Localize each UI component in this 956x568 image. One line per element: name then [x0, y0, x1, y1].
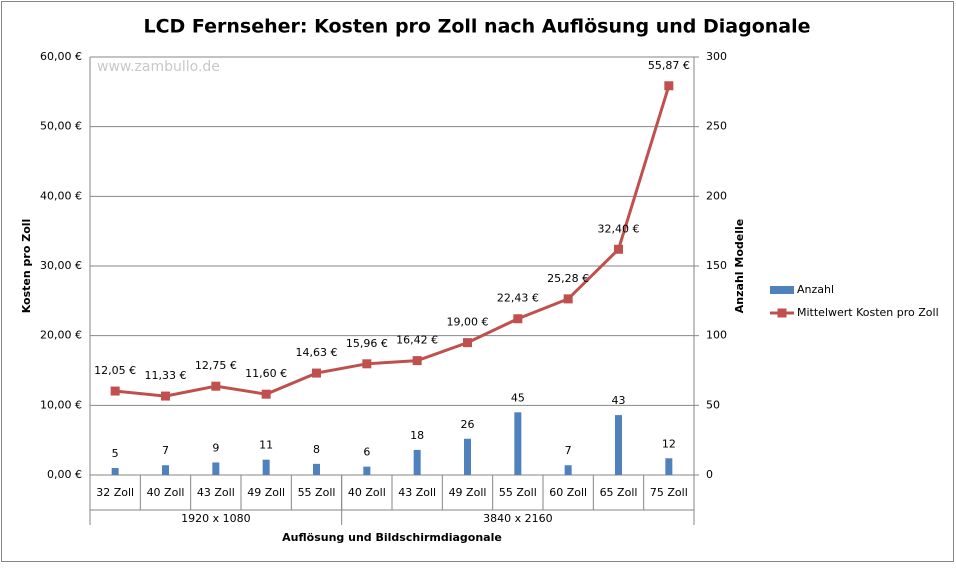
data-label: 32,40 € — [598, 222, 640, 235]
data-label: 12,75 € — [195, 359, 237, 372]
data-label: 7 — [565, 444, 572, 457]
line-marker — [563, 294, 573, 304]
data-label: 45 — [511, 391, 525, 404]
line-marker — [513, 314, 523, 324]
y2-tick-label: 50 — [706, 398, 720, 411]
data-label: 26 — [461, 418, 475, 431]
group-label: 1920 x 1080 — [181, 512, 251, 525]
x-tick-label: 40 Zoll — [147, 486, 185, 499]
data-label: 11,60 € — [245, 367, 287, 380]
data-label: 6 — [363, 446, 370, 459]
line-marker — [211, 381, 221, 391]
data-label: 8 — [313, 443, 320, 456]
bar — [262, 459, 270, 475]
y-tick-label: 20,00 € — [40, 329, 82, 342]
bar — [363, 466, 371, 475]
y-axis-title: Kosten pro Zoll — [20, 219, 33, 314]
y-tick-label: 50,00 € — [40, 120, 82, 133]
x-tick-label: 65 Zoll — [600, 486, 638, 499]
x-tick-label: 49 Zoll — [449, 486, 487, 499]
line-marker — [362, 359, 372, 369]
legend-label: Anzahl — [797, 283, 834, 296]
data-label: 14,63 € — [296, 346, 338, 359]
x-axis-title: Auflösung und Bildschirmdiagonale — [282, 531, 502, 544]
group-label: 3840 x 2160 — [483, 512, 553, 525]
line-marker — [110, 386, 120, 396]
bar — [111, 468, 119, 475]
data-label: 5 — [112, 447, 119, 460]
line-marker — [261, 389, 271, 399]
x-tick-label: 40 Zoll — [348, 486, 386, 499]
bar — [615, 415, 622, 475]
legend-swatch — [770, 286, 794, 294]
x-tick-label: 75 Zoll — [650, 486, 688, 499]
bar — [464, 438, 471, 475]
y-tick-label: 30,00 € — [40, 259, 82, 272]
data-label: 55,87 € — [648, 59, 690, 72]
data-label: 7 — [162, 444, 169, 457]
x-tick-label: 43 Zoll — [197, 486, 235, 499]
data-label: 12 — [662, 437, 676, 450]
legend-label: Mittelwert Kosten pro Zoll — [797, 306, 939, 319]
x-tick-label: 32 Zoll — [96, 486, 134, 499]
y2-tick-label: 0 — [706, 468, 713, 481]
y2-tick-label: 200 — [706, 189, 727, 202]
bar — [665, 458, 673, 475]
chart-title: LCD Fernseher: Kosten pro Zoll nach Aufl… — [143, 16, 810, 38]
y-tick-label: 0,00 € — [47, 468, 82, 481]
line-marker — [463, 338, 472, 348]
line-marker — [614, 244, 623, 254]
y2-axis-title: Anzahl Modelle — [733, 219, 746, 313]
x-tick-label: 43 Zoll — [398, 486, 436, 499]
y2-tick-label: 250 — [706, 120, 727, 133]
data-label: 16,42 € — [396, 334, 438, 347]
line-marker — [161, 391, 170, 401]
data-label: 25,28 € — [547, 272, 589, 285]
y2-tick-label: 100 — [706, 329, 727, 342]
y-tick-label: 10,00 € — [40, 398, 82, 411]
watermark: www.zambullo.de — [97, 59, 220, 75]
data-label: 18 — [410, 429, 424, 442]
data-label: 43 — [612, 394, 626, 407]
data-label: 12,05 € — [94, 364, 136, 377]
y2-tick-label: 300 — [706, 50, 727, 63]
bar — [514, 412, 522, 475]
line — [115, 85, 671, 398]
line-marker — [412, 356, 422, 366]
legend-swatch — [777, 308, 787, 318]
bar — [413, 449, 421, 475]
x-tick-label: 55 Zoll — [298, 486, 336, 499]
bar — [564, 465, 572, 475]
data-label: 22,43 € — [497, 292, 539, 305]
bar — [212, 462, 220, 475]
y2-tick-label: 150 — [706, 259, 727, 272]
x-tick-label: 49 Zoll — [247, 486, 285, 499]
data-label: 11,33 € — [145, 369, 187, 382]
x-tick-label: 60 Zoll — [549, 486, 587, 499]
y-tick-label: 40,00 € — [40, 189, 82, 202]
line-marker — [312, 368, 321, 378]
line-marker — [664, 81, 674, 91]
bar — [162, 465, 169, 475]
data-label: 9 — [212, 441, 219, 454]
data-label: 19,00 € — [447, 316, 489, 329]
data-label: 11 — [259, 439, 273, 452]
bar — [313, 463, 320, 475]
x-tick-label: 55 Zoll — [499, 486, 537, 499]
data-label: 15,96 € — [346, 337, 388, 350]
y-tick-label: 60,00 € — [40, 50, 82, 63]
